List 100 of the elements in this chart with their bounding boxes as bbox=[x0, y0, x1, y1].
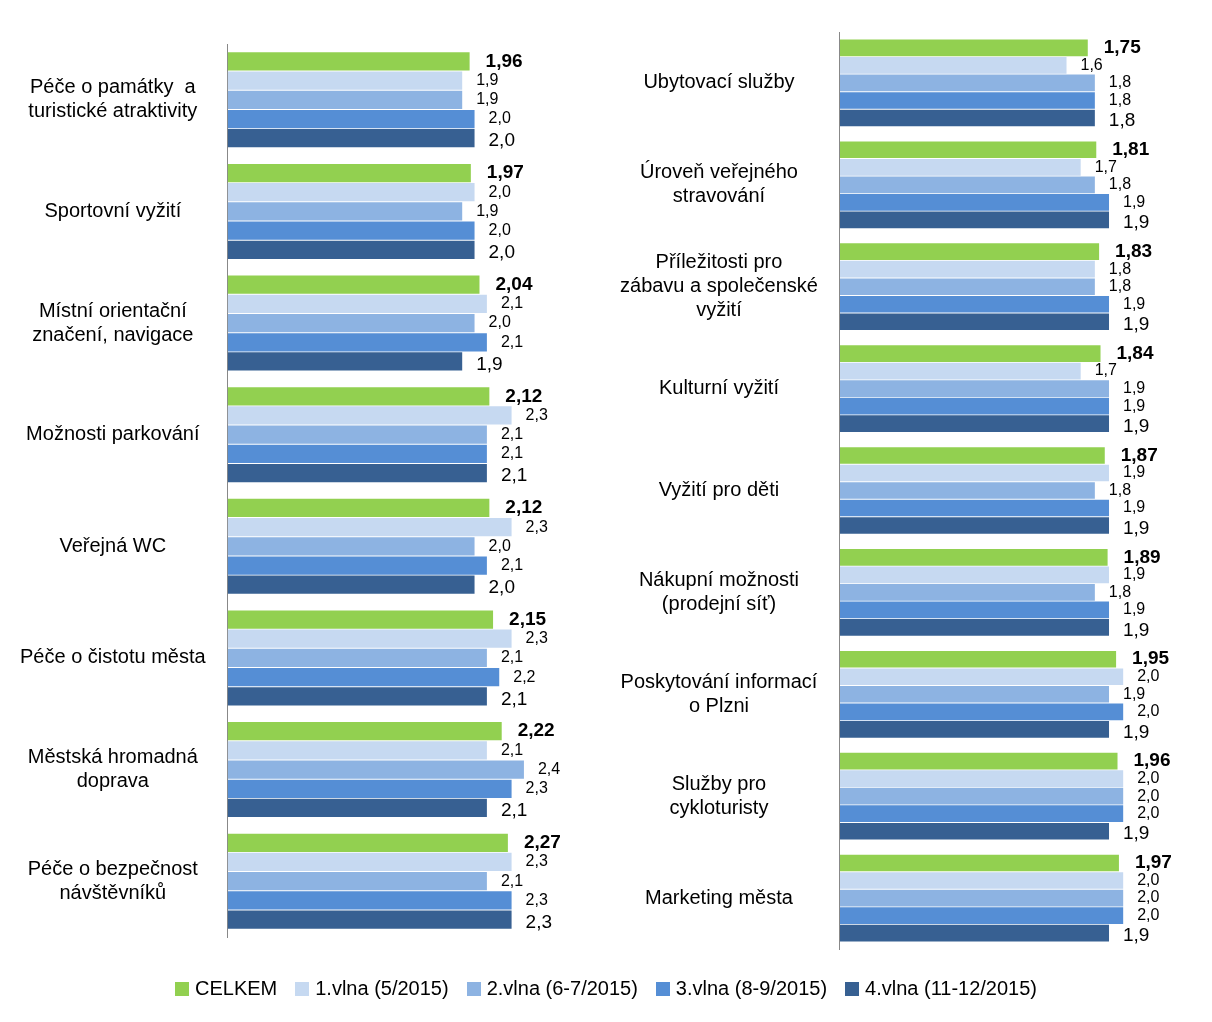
data-label: 1,9 bbox=[1123, 924, 1150, 946]
data-label: 1,75 bbox=[1103, 36, 1142, 58]
data-label: 1,9 bbox=[476, 201, 499, 219]
data-label: 1,8 bbox=[1108, 73, 1132, 91]
data-label: 1,9 bbox=[1123, 463, 1146, 481]
data-label: 2,15 bbox=[509, 607, 547, 629]
y-tick-label: Možnosti parkování bbox=[26, 422, 200, 445]
data-label: 2,1 bbox=[500, 444, 524, 462]
data-label: 2,3 bbox=[525, 517, 548, 535]
y-tick-label: Poskytování informací o Plzni bbox=[620, 669, 818, 716]
bar bbox=[227, 294, 487, 313]
data-label: 1,7 bbox=[1094, 361, 1118, 379]
y-tick-label: Nákupní možnosti (prodejní síť) bbox=[638, 567, 799, 614]
data-label: 2,1 bbox=[500, 799, 528, 821]
data-label: 2,1 bbox=[500, 648, 524, 666]
data-label: 2,1 bbox=[500, 425, 524, 443]
legend-label: 3.vlna (8-9/2015) bbox=[675, 977, 828, 1000]
bar bbox=[227, 798, 487, 818]
bar bbox=[227, 71, 463, 90]
bar bbox=[227, 648, 487, 668]
data-label: 2,0 bbox=[1137, 702, 1160, 720]
data-label: 2,0 bbox=[488, 109, 511, 127]
bar bbox=[227, 109, 475, 129]
data-label: 1,95 bbox=[1132, 647, 1170, 669]
bar bbox=[227, 910, 512, 929]
bar bbox=[227, 313, 475, 333]
data-label: 1,97 bbox=[1134, 851, 1172, 873]
data-label: 1,9 bbox=[1123, 396, 1146, 414]
data-label: 1,9 bbox=[1123, 192, 1146, 210]
bar bbox=[227, 352, 463, 371]
data-label: 2,1 bbox=[500, 740, 524, 758]
data-label: 2,3 bbox=[525, 890, 548, 908]
data-label: 2,22 bbox=[517, 719, 555, 741]
bar bbox=[227, 498, 490, 518]
legend-label: 4.vlna (11-12/2015) bbox=[865, 977, 1038, 1000]
data-label: 2,12 bbox=[505, 384, 543, 406]
bar bbox=[227, 556, 487, 575]
data-label: 1,9 bbox=[1123, 618, 1150, 640]
data-label: 2,12 bbox=[505, 496, 543, 518]
bar bbox=[227, 537, 475, 556]
data-label: 1,9 bbox=[476, 71, 499, 89]
data-label: 2,0 bbox=[1137, 888, 1160, 906]
bar bbox=[227, 668, 500, 687]
data-label: 1,89 bbox=[1123, 545, 1161, 567]
data-label: 2,4 bbox=[537, 759, 561, 777]
data-label: 2,3 bbox=[525, 629, 548, 647]
data-label: 2,2 bbox=[513, 667, 536, 685]
y-tick-label: Úroveň veřejného stravování bbox=[640, 160, 798, 207]
data-label: 1,8 bbox=[1108, 259, 1132, 277]
data-label: 2,1 bbox=[500, 294, 524, 312]
bar bbox=[227, 722, 502, 741]
data-label: 2,1 bbox=[500, 555, 524, 573]
data-label: 1,8 bbox=[1108, 175, 1132, 193]
data-label: 1,87 bbox=[1120, 443, 1158, 465]
bar bbox=[227, 52, 470, 71]
data-label: 1,81 bbox=[1112, 138, 1150, 160]
bar bbox=[227, 406, 512, 425]
data-label: 2,0 bbox=[488, 313, 511, 331]
bar bbox=[227, 425, 487, 444]
data-label: 2,27 bbox=[523, 831, 561, 853]
y-tick-label: Péče o bezpečnost návštěvníků bbox=[27, 856, 199, 903]
data-label: 1,9 bbox=[1123, 600, 1146, 618]
bar bbox=[227, 221, 475, 240]
data-label: 1,9 bbox=[1123, 684, 1146, 702]
bar bbox=[227, 444, 487, 464]
y-tick-label: Ubytovací služby bbox=[643, 70, 795, 93]
data-label: 1,9 bbox=[1123, 498, 1146, 516]
data-label: 1,9 bbox=[1123, 565, 1146, 583]
data-label: 1,96 bbox=[1133, 749, 1171, 771]
data-label: 1,7 bbox=[1094, 157, 1118, 175]
data-label: 2,0 bbox=[1137, 870, 1160, 888]
data-label: 2,0 bbox=[488, 129, 515, 151]
y-tick-label: Služby pro cykloturisty bbox=[669, 771, 769, 818]
bar bbox=[227, 463, 487, 483]
data-label: 1,83 bbox=[1115, 239, 1153, 261]
y-tick-label: Sportovní vyžití bbox=[44, 198, 182, 221]
data-label: 1,9 bbox=[476, 90, 499, 108]
data-label: 1,9 bbox=[1123, 414, 1150, 436]
bar bbox=[227, 760, 524, 779]
data-label: 2,0 bbox=[1137, 786, 1160, 804]
data-label: 2,1 bbox=[500, 687, 528, 709]
data-label: 1,6 bbox=[1080, 55, 1103, 73]
y-tick-label: Vyžití pro děti bbox=[658, 478, 780, 501]
data-label: 1,84 bbox=[1116, 341, 1154, 363]
data-label: 1,8 bbox=[1108, 109, 1136, 131]
legend-label: 2.vlna (6-7/2015) bbox=[486, 977, 638, 1000]
data-label: 2,0 bbox=[1137, 769, 1160, 787]
bar bbox=[227, 872, 487, 891]
bar bbox=[227, 183, 475, 202]
bar bbox=[227, 517, 512, 537]
bar bbox=[227, 852, 512, 872]
data-label: 2,04 bbox=[495, 272, 533, 294]
data-label: 1,9 bbox=[1123, 313, 1150, 335]
bar bbox=[227, 610, 494, 629]
data-label: 1,9 bbox=[1123, 294, 1146, 312]
y-tick-label: Příležitosti pro zábavu a společenské vyžití bbox=[619, 250, 818, 321]
legend-label: CELKEM bbox=[194, 977, 278, 1000]
bar bbox=[227, 163, 471, 183]
y-tick-label: Místní orientační značení, navigace bbox=[32, 298, 194, 345]
data-label: 1,8 bbox=[1108, 582, 1132, 600]
